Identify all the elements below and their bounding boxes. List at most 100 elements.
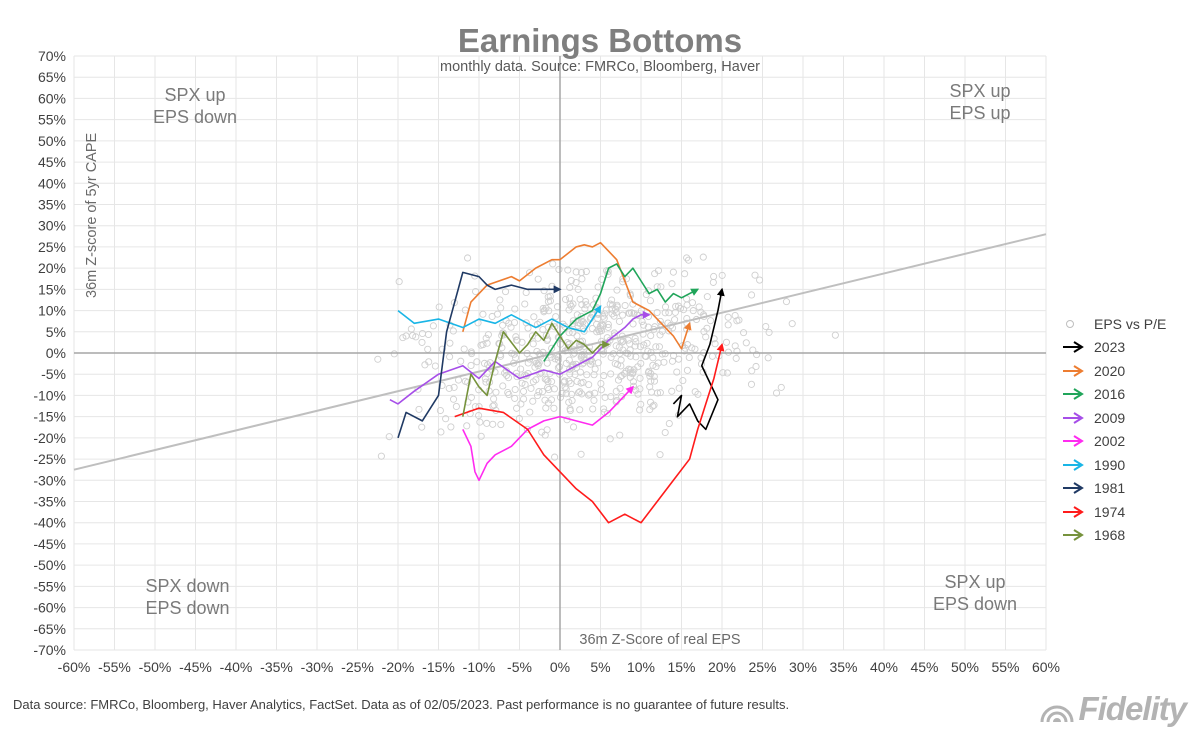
scatter-point (702, 333, 710, 341)
scatter-point (577, 450, 585, 458)
y-tick-label: -10% (33, 387, 66, 403)
y-tick-label: 70% (38, 48, 66, 64)
quadrant-line: EPS down (145, 598, 230, 618)
y-tick-label: -15% (33, 409, 66, 425)
scatter-point (656, 389, 664, 397)
scatter-point (562, 390, 570, 398)
scatter-point (591, 389, 599, 397)
scatter-point (480, 359, 489, 367)
scatter-point (569, 317, 577, 325)
scatter-point (602, 306, 610, 314)
y-tick-label: -70% (33, 642, 66, 658)
scatter-point (567, 277, 575, 285)
legend-arrow-icon (1063, 411, 1084, 424)
scatter-point (675, 355, 683, 363)
quadrant-label-bottom-left: SPX down EPS down (130, 575, 245, 619)
scatter-point (724, 321, 732, 329)
scatter-point (399, 334, 407, 342)
scatter-point (708, 352, 716, 360)
scatter-point (591, 365, 599, 373)
x-tick-label: 50% (951, 659, 979, 675)
scatter-point (511, 385, 519, 394)
scatter-point (467, 361, 475, 369)
scatter-point (473, 358, 481, 366)
scatter-point (577, 379, 585, 387)
y-tick-label: -30% (33, 472, 66, 488)
scatter-point (619, 337, 627, 345)
scatter-point (636, 385, 644, 393)
scatter-point (566, 294, 574, 302)
scatter-point (777, 383, 785, 391)
scatter-point (722, 338, 731, 346)
scatter-point (551, 323, 559, 331)
scatter-point (601, 310, 609, 318)
scatter-point (539, 388, 547, 396)
y-tick-label: 35% (38, 197, 66, 213)
scatter-point (639, 321, 648, 329)
legend-arrow-icon (1063, 435, 1084, 448)
scatter-point (529, 397, 537, 405)
scatter-point (588, 324, 596, 333)
scatter-point (608, 310, 616, 318)
legend-item-2016: 2016 (1060, 383, 1166, 407)
legend-item-eps-vs-p-e: EPS vs P/E (1060, 312, 1166, 336)
scatter-point (545, 307, 553, 315)
scatter-point (567, 302, 575, 310)
scatter-point (654, 359, 662, 367)
scatter-point (675, 384, 683, 392)
legend-label: 2009 (1094, 409, 1126, 426)
scatter-point (460, 345, 468, 353)
series-2023 (672, 287, 725, 431)
scatter-point (505, 390, 513, 399)
scatter-point (612, 342, 620, 350)
scatter-point (724, 313, 732, 321)
scatter-point (510, 319, 519, 327)
scatter-point (654, 267, 663, 275)
scatter-point (476, 418, 484, 426)
scatter-point (533, 392, 542, 400)
scatter-point (418, 329, 426, 338)
series-2009 (389, 310, 651, 405)
scatter-point (561, 295, 570, 303)
scatter-point (512, 333, 520, 341)
scatter-point (481, 375, 489, 383)
y-tick-label: 10% (38, 303, 66, 319)
scatter-point (497, 421, 505, 429)
y-tick-label: 25% (38, 239, 66, 255)
legend-item-2023: 2023 (1060, 336, 1166, 360)
scatter-point (661, 303, 670, 311)
scatter-point (631, 342, 639, 350)
quadrant-line: EPS up (949, 103, 1011, 123)
scatter-point (486, 363, 494, 371)
x-tick-label: 0% (550, 659, 570, 675)
scatter-point (772, 389, 781, 397)
series-2020 (462, 241, 692, 350)
scatter-point (636, 406, 644, 414)
scatter-point (515, 414, 523, 423)
scatter-point (569, 300, 577, 308)
scatter-point (518, 379, 526, 387)
scatter-point (665, 420, 673, 428)
scatter-point (504, 374, 513, 382)
y-tick-label: 15% (38, 281, 66, 297)
scatter-point (674, 302, 683, 310)
scatter-point (652, 343, 660, 351)
scatter-point (489, 420, 497, 428)
scatter-point (575, 389, 583, 397)
scatter-point (644, 369, 652, 377)
legend-arrow-icon (1063, 388, 1084, 401)
scatter-point (546, 297, 554, 305)
y-tick-label: -5% (41, 366, 66, 382)
scatter-point (599, 350, 607, 358)
scatter-point (572, 278, 580, 287)
chart-subtitle: monthly data. Source: FMRCo, Bloomberg, … (440, 59, 760, 75)
scatter-point (661, 428, 669, 437)
scatter-point (589, 405, 597, 413)
scatter-point (657, 283, 665, 291)
x-tick-label: 20% (708, 659, 736, 675)
scatter-point (548, 378, 556, 386)
scatter-point (565, 377, 573, 385)
scatter-point (501, 369, 509, 377)
scatter-point (436, 406, 444, 415)
